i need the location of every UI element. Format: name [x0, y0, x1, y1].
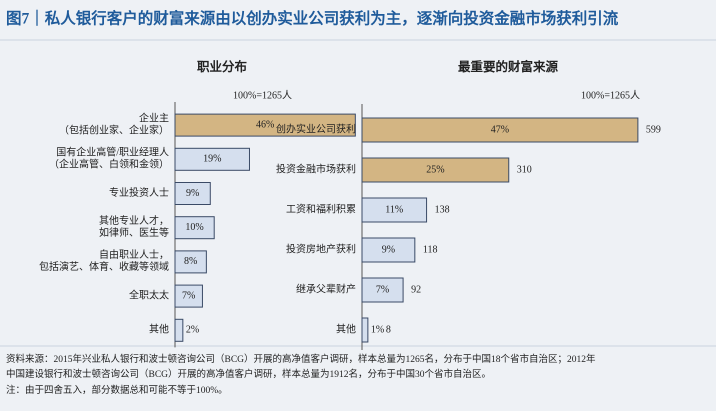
chart-title: 职业分布 — [197, 59, 248, 74]
category-label: 继承父辈财产 — [296, 282, 356, 295]
bar — [174, 147, 250, 171]
category-label: 工资和福利积累 — [286, 202, 356, 215]
page-title: 图7｜私人银行客户的财富来源由以创办实业公司获利为主，逐渐向投资金融市场获利引流 — [6, 9, 619, 28]
value-label: 7% — [376, 284, 389, 295]
category-label: 专业投资人士 — [109, 186, 169, 199]
category-label: 国有企业高管/职业经理人 — [56, 146, 169, 159]
count-label: 92 — [411, 284, 421, 295]
category-label: （企业高管、白领和金领） — [49, 158, 169, 171]
bar — [361, 117, 639, 143]
value-label: 11% — [385, 204, 403, 215]
bar — [174, 113, 356, 137]
bar — [361, 157, 510, 183]
count-label: 138 — [435, 204, 450, 215]
bar — [174, 318, 184, 342]
value-label: 9% — [186, 188, 199, 199]
value-label: 2% — [186, 325, 199, 336]
value-label: 7% — [182, 290, 195, 301]
bar — [361, 237, 416, 263]
value-label: 1% — [371, 324, 384, 335]
category-label: 包括演艺、体育、收藏等领域 — [39, 260, 169, 273]
bar — [361, 197, 428, 223]
value-label: 9% — [382, 244, 395, 255]
count-label: 8 — [386, 324, 391, 335]
category-label: 投资房地产获利 — [286, 242, 356, 255]
bar — [174, 284, 203, 308]
chart-title: 最重要的财富来源 — [458, 59, 559, 74]
bar — [174, 250, 207, 274]
value-label: 8% — [184, 256, 197, 267]
category-label: 全职太太 — [129, 288, 169, 301]
count-label: 599 — [646, 124, 661, 135]
value-label: 25% — [426, 164, 444, 175]
category-label: 其他 — [149, 323, 169, 336]
count-label: 118 — [423, 244, 438, 255]
bar — [361, 317, 369, 343]
count-label: 310 — [517, 164, 532, 175]
value-label: 19% — [203, 154, 221, 165]
bar — [361, 277, 404, 303]
bar — [174, 182, 211, 205]
category-label: 其他 — [336, 322, 356, 335]
category-label: 投资金融市场获利 — [276, 162, 356, 175]
category-label: 创办实业公司获利 — [276, 122, 356, 135]
value-label: 10% — [185, 222, 203, 233]
bar — [174, 216, 215, 240]
value-label: 47% — [491, 124, 509, 135]
chart-subtitle: 100%=1265人 — [581, 89, 640, 101]
category-label: 自由职业人士， — [99, 248, 169, 261]
category-label: （包括创业家、企业家） — [59, 123, 169, 136]
chart-subtitle: 100%=1265人 — [233, 89, 292, 101]
category-label: 企业主 — [139, 111, 169, 124]
note: 注：由于四舍五入，部分数据总和可能不等于100%。 — [6, 384, 228, 396]
value-label: 46% — [256, 119, 274, 130]
source-line: 资料来源：2015年兴业私人银行和波士顿咨询公司（BCG）开展的高净值客户调研，… — [6, 353, 596, 365]
category-label: 其他专业人才， — [99, 214, 169, 227]
source-line: 中国建设银行和波士顿咨询公司（BCG）开展的高净值客户调研，样本总量为1912名… — [6, 368, 491, 380]
category-label: 如律师、医生等 — [99, 226, 169, 239]
